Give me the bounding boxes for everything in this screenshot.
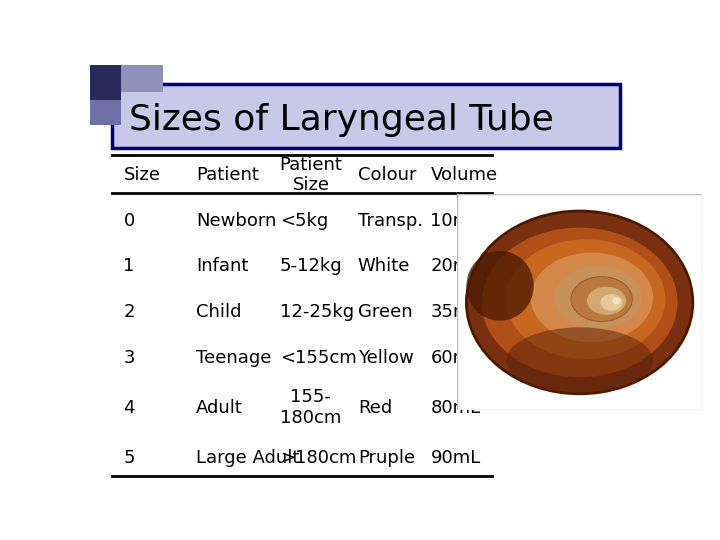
Text: Pruple: Pruple — [358, 449, 415, 467]
Text: 0: 0 — [124, 212, 135, 230]
Point — [487, 472, 496, 479]
Text: Patient
Size: Patient Size — [280, 156, 343, 194]
FancyBboxPatch shape — [112, 84, 620, 148]
Text: 2: 2 — [124, 303, 135, 321]
Point — [108, 152, 117, 159]
Text: 4: 4 — [124, 399, 135, 417]
Text: Adult: Adult — [196, 399, 243, 417]
Text: 90mL: 90mL — [431, 449, 481, 467]
Text: White: White — [358, 258, 410, 275]
Bar — [121, 65, 163, 92]
Ellipse shape — [531, 253, 653, 342]
Ellipse shape — [600, 294, 623, 310]
Text: 5-12kg: 5-12kg — [280, 258, 342, 275]
Text: 10mL: 10mL — [431, 212, 480, 230]
Ellipse shape — [506, 239, 665, 359]
Text: Volume: Volume — [431, 166, 498, 184]
Ellipse shape — [467, 251, 534, 321]
Ellipse shape — [587, 287, 626, 315]
Text: Colour: Colour — [358, 166, 416, 184]
Text: <5kg: <5kg — [280, 212, 328, 230]
Text: >180cm: >180cm — [280, 449, 356, 467]
Point — [108, 472, 117, 479]
Ellipse shape — [612, 298, 621, 304]
Text: Yellow: Yellow — [358, 349, 413, 367]
Point — [487, 190, 496, 196]
Text: 60mL: 60mL — [431, 349, 480, 367]
Text: 5: 5 — [124, 449, 135, 467]
Ellipse shape — [506, 327, 653, 394]
Text: 155-
180cm: 155- 180cm — [280, 388, 341, 427]
Text: Sizes of Laryngeal Tube: Sizes of Laryngeal Tube — [129, 103, 554, 137]
Text: 35mL: 35mL — [431, 303, 481, 321]
Text: Transp.: Transp. — [358, 212, 423, 230]
Ellipse shape — [467, 211, 693, 394]
Text: Teenage: Teenage — [196, 349, 271, 367]
Text: Red: Red — [358, 399, 392, 417]
Text: 12-25kg: 12-25kg — [280, 303, 354, 321]
Text: Green: Green — [358, 303, 413, 321]
Text: Size: Size — [124, 166, 161, 184]
Ellipse shape — [554, 266, 642, 329]
Text: 80mL: 80mL — [431, 399, 480, 417]
Text: Large Adult: Large Adult — [196, 449, 300, 467]
Text: <155cm: <155cm — [280, 349, 356, 367]
Bar — [90, 100, 121, 125]
Text: 3: 3 — [124, 349, 135, 367]
Text: Infant: Infant — [196, 258, 248, 275]
Text: 20mL: 20mL — [431, 258, 481, 275]
Text: 1: 1 — [124, 258, 135, 275]
Text: Newborn: Newborn — [196, 212, 276, 230]
Text: Child: Child — [196, 303, 241, 321]
Ellipse shape — [571, 276, 632, 321]
Bar — [90, 65, 121, 100]
Point — [487, 152, 496, 159]
Point — [108, 190, 117, 196]
Ellipse shape — [482, 228, 678, 377]
Text: Patient: Patient — [196, 166, 259, 184]
